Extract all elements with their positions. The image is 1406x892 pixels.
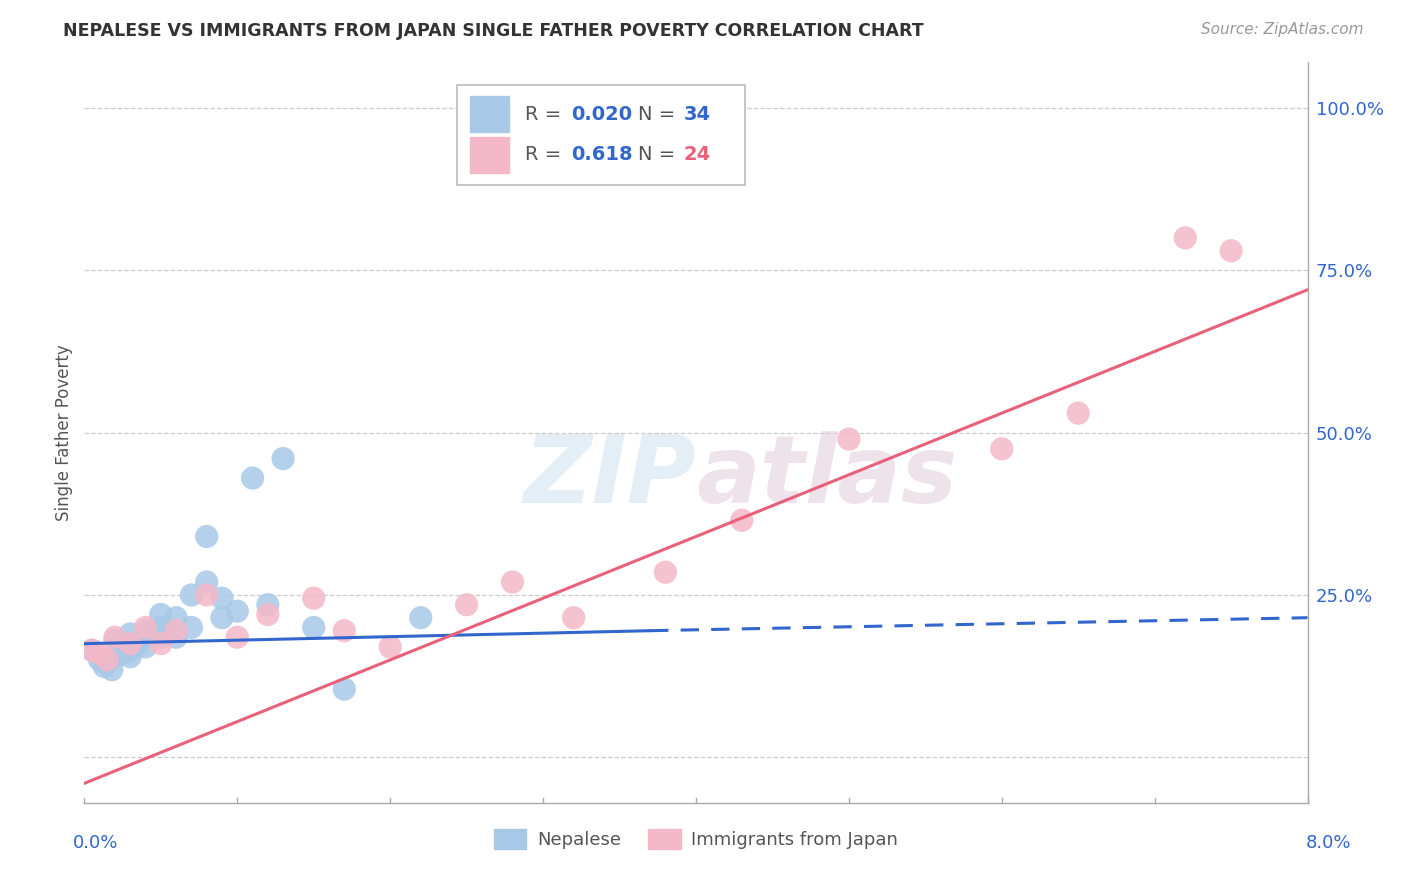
Point [89,653,111,667]
Point [149,637,172,651]
Text: R =: R = [524,145,574,164]
Point [380,640,402,654]
Point [96,656,118,670]
Point [1220,244,1243,258]
Point [991,442,1014,456]
Point [101,663,124,677]
Y-axis label: Single Father Poverty: Single Father Poverty [55,344,73,521]
Point [89,647,111,661]
Point [149,607,172,622]
Text: 0.0%: 0.0% [73,834,118,852]
Point [104,633,127,648]
Point [165,630,187,644]
Point [120,627,142,641]
Point [96,653,118,667]
Point [195,574,218,589]
Point [211,591,233,606]
Point [120,637,142,651]
Legend: Nepalese, Immigrants from Japan: Nepalese, Immigrants from Japan [486,822,905,856]
Point [195,588,218,602]
Point [135,624,157,638]
Text: R =: R = [524,104,567,124]
Point [80,643,103,657]
Text: N =: N = [638,145,682,164]
Point [127,637,149,651]
Point [135,630,157,644]
Point [257,598,280,612]
Point [165,611,187,625]
Point [180,620,202,634]
Point [242,471,264,485]
Point [409,611,432,625]
Text: NEPALESE VS IMMIGRANTS FROM JAPAN SINGLE FATHER POVERTY CORRELATION CHART: NEPALESE VS IMMIGRANTS FROM JAPAN SINGLE… [63,22,924,40]
Point [149,620,172,634]
Text: N =: N = [638,104,682,124]
Point [456,598,478,612]
Point [104,649,127,664]
Point [257,607,280,622]
Text: ZIP: ZIP [523,431,696,523]
Point [731,513,754,527]
Point [333,624,356,638]
Point [226,630,249,644]
Point [107,643,129,657]
Point [135,620,157,634]
Point [120,643,142,657]
Bar [470,96,509,132]
Text: atlas: atlas [696,431,957,523]
Point [135,640,157,654]
Point [302,591,325,606]
Text: 34: 34 [683,104,711,124]
Point [180,588,202,602]
Point [93,659,115,673]
Point [562,611,585,625]
Text: 0.020: 0.020 [571,104,633,124]
Point [502,574,524,589]
Text: Source: ZipAtlas.com: Source: ZipAtlas.com [1201,22,1364,37]
Point [654,566,676,580]
Text: 8.0%: 8.0% [1306,834,1351,852]
Point [120,649,142,664]
Point [302,620,325,634]
Point [111,647,134,661]
Point [1174,231,1197,245]
Point [104,630,127,644]
Point [271,451,294,466]
Point [149,630,172,644]
Point [195,529,218,543]
Text: 0.618: 0.618 [571,145,633,164]
Bar [470,137,509,173]
Point [838,432,860,446]
Point [333,682,356,697]
Point [1067,406,1090,420]
Point [211,611,233,625]
Point [226,604,249,618]
FancyBboxPatch shape [457,85,745,185]
Point [80,643,103,657]
Text: 24: 24 [683,145,711,164]
Point [165,624,187,638]
